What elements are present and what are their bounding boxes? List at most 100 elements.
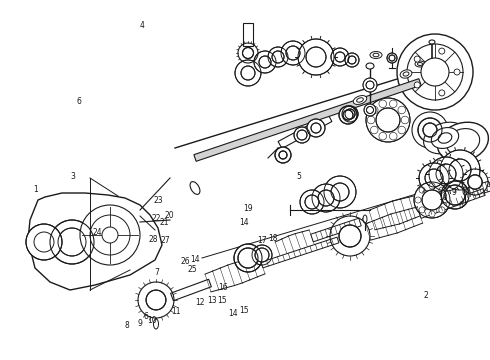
Text: 9: 9 [451,188,456,197]
Circle shape [443,197,449,203]
Circle shape [241,66,255,80]
Ellipse shape [366,63,374,69]
Text: 11: 11 [172,307,181,316]
Circle shape [468,175,482,189]
Circle shape [235,60,261,86]
Circle shape [335,52,345,62]
Circle shape [90,215,130,255]
Circle shape [305,195,319,209]
Circle shape [102,227,118,243]
Circle shape [298,39,334,75]
Circle shape [421,58,449,86]
Polygon shape [419,189,485,218]
Text: 15: 15 [239,306,249,315]
Circle shape [366,81,374,89]
Text: 25: 25 [187,265,197,274]
Circle shape [439,48,445,54]
Circle shape [318,190,334,206]
Circle shape [364,104,376,116]
Text: 3: 3 [70,172,75,181]
Ellipse shape [400,70,412,78]
Text: 6: 6 [458,201,463,210]
Circle shape [243,48,253,59]
Circle shape [398,106,406,114]
Circle shape [363,78,377,92]
Text: 27: 27 [161,236,171,245]
Ellipse shape [367,84,373,89]
Circle shape [279,151,287,159]
Circle shape [379,100,387,108]
Circle shape [376,108,400,132]
Text: 16: 16 [219,284,228,292]
Circle shape [312,184,340,212]
Text: 7: 7 [442,183,447,192]
Circle shape [58,228,86,256]
Circle shape [441,181,469,209]
Ellipse shape [415,61,425,67]
Text: 4: 4 [140,22,145,31]
Ellipse shape [353,95,367,104]
Ellipse shape [363,215,367,223]
Ellipse shape [417,63,422,66]
Circle shape [366,98,410,142]
Circle shape [259,56,271,68]
Circle shape [238,248,258,268]
Circle shape [449,159,471,181]
Circle shape [439,90,445,96]
Circle shape [407,44,463,100]
Ellipse shape [438,133,452,143]
Circle shape [348,56,356,64]
Circle shape [300,190,324,214]
Circle shape [429,183,435,189]
Ellipse shape [370,51,382,59]
Text: 15: 15 [218,296,227,305]
Text: 17: 17 [257,236,267,245]
Text: 1: 1 [33,185,38,194]
Circle shape [370,106,378,114]
Ellipse shape [373,53,379,57]
Circle shape [389,55,395,61]
Circle shape [425,169,443,187]
Circle shape [311,123,321,133]
Circle shape [423,123,437,137]
Circle shape [390,132,397,140]
Circle shape [370,126,378,134]
Text: 14: 14 [228,309,238,318]
Circle shape [324,176,356,208]
Text: 10: 10 [147,316,157,325]
Circle shape [339,225,361,247]
Circle shape [419,207,425,213]
Text: 14: 14 [239,218,249,227]
Ellipse shape [190,181,200,194]
Text: 9: 9 [137,320,142,328]
Circle shape [307,119,325,137]
Text: 8: 8 [124,321,129,330]
Circle shape [429,211,435,217]
Circle shape [345,109,355,119]
Circle shape [390,100,397,108]
Circle shape [50,220,94,264]
Circle shape [440,150,480,190]
Text: 28: 28 [148,235,158,244]
Text: 26: 26 [180,256,190,266]
Circle shape [367,116,375,124]
Ellipse shape [153,319,158,329]
Circle shape [419,187,425,193]
Text: 6: 6 [144,311,148,320]
Circle shape [418,118,442,142]
Circle shape [345,53,359,67]
Text: 20: 20 [165,211,174,220]
Polygon shape [194,79,421,161]
Ellipse shape [403,72,409,76]
Circle shape [146,290,166,310]
Circle shape [339,106,357,124]
Text: 2: 2 [424,291,429,300]
Circle shape [342,106,358,122]
Circle shape [80,205,140,265]
Polygon shape [261,237,339,268]
Text: 23: 23 [154,197,164,206]
Circle shape [414,182,450,218]
Circle shape [275,147,291,163]
Ellipse shape [423,122,466,154]
Polygon shape [28,193,162,290]
